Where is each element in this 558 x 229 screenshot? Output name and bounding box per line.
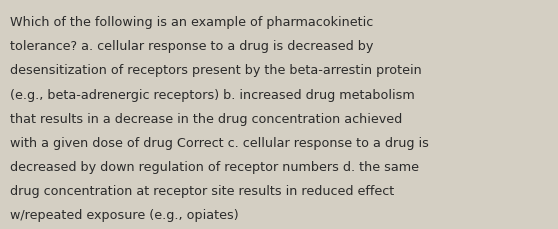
- Text: drug concentration at receptor site results in reduced effect: drug concentration at receptor site resu…: [10, 184, 395, 197]
- Text: tolerance? a. cellular response to a drug is decreased by: tolerance? a. cellular response to a dru…: [10, 40, 373, 53]
- Text: Which of the following is an example of pharmacokinetic: Which of the following is an example of …: [10, 16, 373, 29]
- Text: desensitization of receptors present by the beta-arrestin protein: desensitization of receptors present by …: [10, 64, 422, 77]
- Text: decreased by down regulation of receptor numbers d. the same: decreased by down regulation of receptor…: [10, 160, 419, 173]
- Text: w/repeated exposure (e.g., opiates): w/repeated exposure (e.g., opiates): [10, 208, 239, 221]
- Text: with a given dose of drug Correct c. cellular response to a drug is: with a given dose of drug Correct c. cel…: [10, 136, 429, 149]
- Text: (e.g., beta-adrenergic receptors) b. increased drug metabolism: (e.g., beta-adrenergic receptors) b. inc…: [10, 88, 415, 101]
- Text: that results in a decrease in the drug concentration achieved: that results in a decrease in the drug c…: [10, 112, 402, 125]
